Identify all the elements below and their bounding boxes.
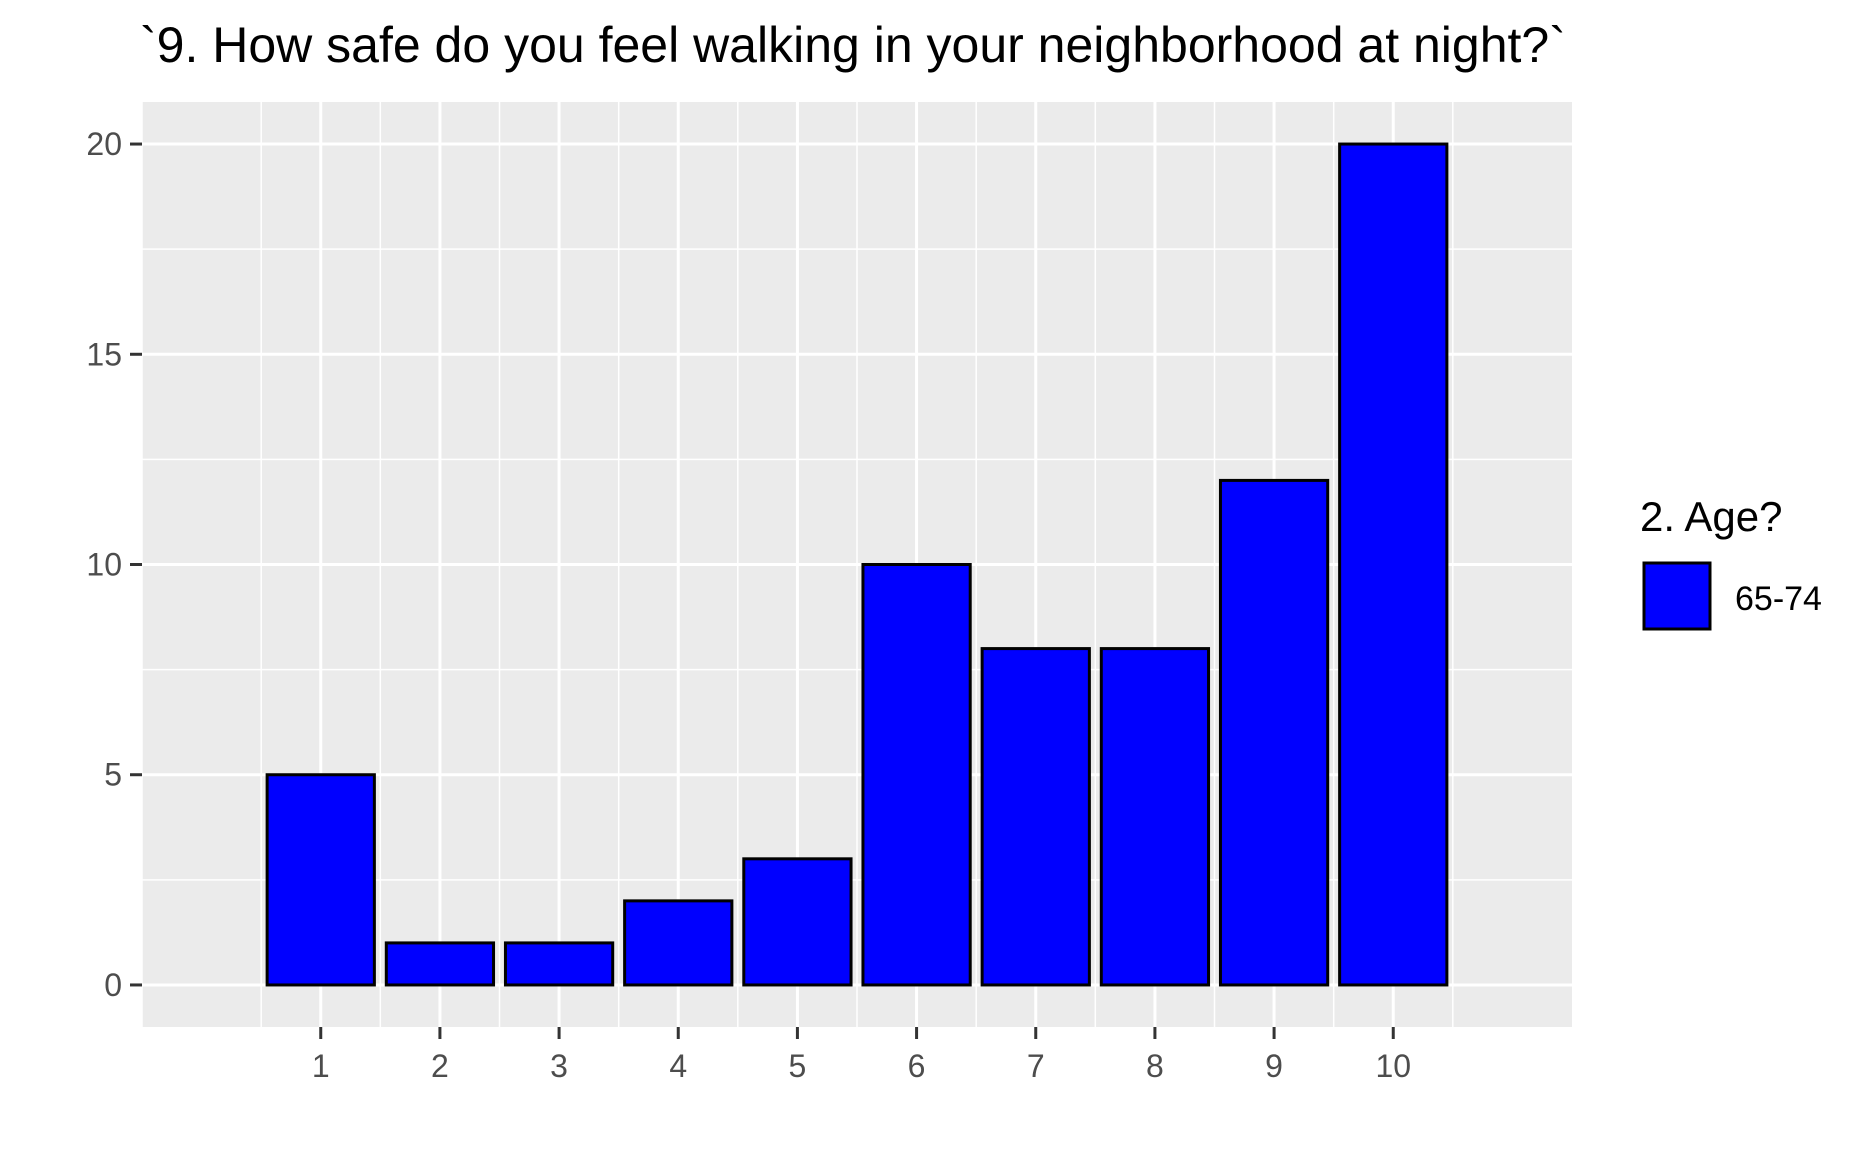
legend-title: 2. Age?	[1640, 493, 1782, 540]
x-tick-label: 6	[908, 1048, 926, 1084]
bar-5	[742, 857, 853, 987]
y-tick-label: 15	[86, 336, 122, 372]
x-tick-label: 1	[312, 1048, 330, 1084]
x-tick-label: 2	[431, 1048, 449, 1084]
x-tick-label: 7	[1027, 1048, 1045, 1084]
x-tick-label: 4	[669, 1048, 687, 1084]
bar-4	[623, 899, 734, 987]
legend: 2. Age? 65-74	[1640, 493, 1822, 631]
y-tick-label: 5	[104, 757, 122, 793]
x-tick-label: 9	[1265, 1048, 1283, 1084]
bars	[265, 142, 1449, 987]
y-tick-label: 20	[86, 126, 122, 162]
x-tick-label: 5	[789, 1048, 807, 1084]
legend-label-65-74: 65-74	[1735, 580, 1822, 618]
bar-6	[861, 563, 972, 987]
x-tick-label: 10	[1375, 1048, 1411, 1084]
bar-7	[980, 647, 1091, 987]
legend-key-65-74	[1642, 561, 1712, 631]
bar-3	[503, 941, 615, 987]
x-tick-label: 3	[550, 1048, 568, 1084]
x-axis: 1 2 3 4 5 6 7 8 9 10	[312, 1027, 1411, 1084]
bar-9	[1218, 478, 1330, 987]
y-tick-label: 0	[104, 967, 122, 1003]
bar-2	[384, 941, 496, 987]
bar-8	[1099, 647, 1211, 987]
bar-10	[1338, 142, 1449, 987]
x-tick-label: 8	[1146, 1048, 1164, 1084]
chart-title: `9. How safe do you feel walking in your…	[140, 17, 1566, 73]
bar-1	[265, 773, 376, 987]
y-axis: 0 5 10 15 20	[86, 126, 142, 1003]
y-tick-label: 10	[86, 547, 122, 583]
